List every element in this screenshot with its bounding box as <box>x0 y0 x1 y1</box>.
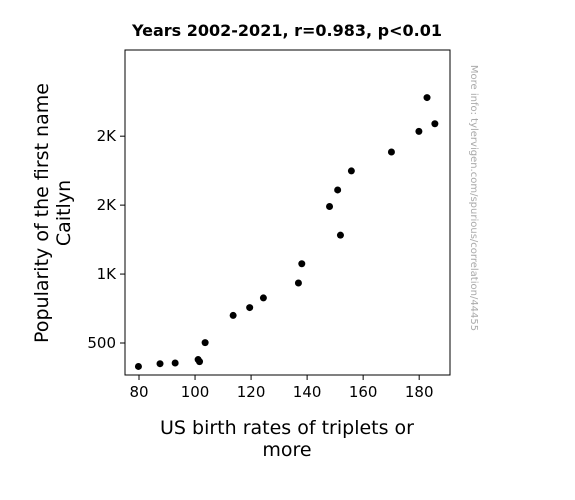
x-tick-label: 160 <box>349 383 378 401</box>
data-points <box>134 94 439 370</box>
data-point <box>201 339 209 347</box>
y-axis-label-line-1: Popularity of the first name <box>31 83 53 343</box>
data-point <box>171 359 179 367</box>
data-point <box>431 120 439 128</box>
y-axis-label-line-2: Caitlyn <box>53 180 75 246</box>
data-point <box>294 279 302 287</box>
y-tick-label: 500 <box>87 334 116 352</box>
y-tick-label: 2K <box>97 196 118 214</box>
data-point <box>196 358 204 366</box>
watermark: More info: tylervigen.com/spurious/corre… <box>468 65 479 331</box>
x-axis-label-line-1: US birth rates of triplets or <box>160 417 414 439</box>
data-point <box>156 360 164 368</box>
x-tick-label: 80 <box>129 383 148 401</box>
y-axis: 500 1K 2K 2K <box>87 127 125 352</box>
y-axis-label: Popularity of the first name Caitlyn <box>31 83 75 343</box>
data-point <box>347 167 355 175</box>
data-point <box>229 311 237 319</box>
x-tick-label: 120 <box>237 383 266 401</box>
plot-frame <box>124 49 451 376</box>
data-point <box>326 203 334 211</box>
data-point <box>423 94 431 102</box>
y-tick-label: 1K <box>97 265 118 283</box>
data-point <box>298 260 306 268</box>
data-point <box>246 304 254 312</box>
data-point <box>336 231 344 239</box>
y-tick-label: 2K <box>97 127 118 145</box>
x-tick-label: 140 <box>293 383 322 401</box>
x-tick-label: 180 <box>405 383 434 401</box>
data-point <box>415 127 423 135</box>
data-point <box>259 294 267 302</box>
watermark-text: More info: tylervigen.com/spurious/corre… <box>468 65 479 331</box>
x-axis: 80 100 120 140 160 180 <box>129 375 434 401</box>
x-axis-label-line-2: more <box>262 439 311 461</box>
data-point <box>334 186 342 194</box>
data-point <box>134 362 142 370</box>
x-tick-label: 100 <box>181 383 210 401</box>
data-point <box>387 148 395 156</box>
chart-title: Years 2002-2021, r=0.983, p<0.01 <box>131 21 442 40</box>
